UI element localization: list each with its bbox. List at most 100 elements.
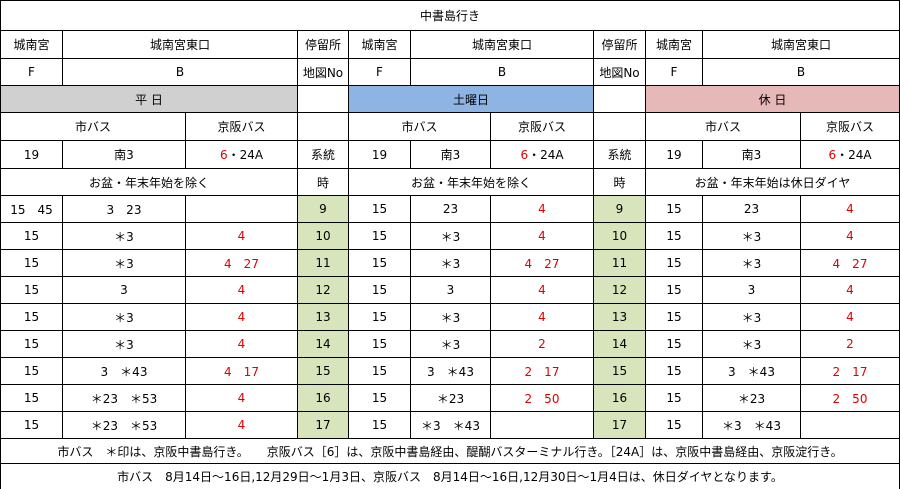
map-no: B <box>62 58 298 86</box>
departure: 4 <box>185 276 298 304</box>
departure: 3 <box>410 276 491 304</box>
map-no: B <box>410 58 594 86</box>
departure: 2 <box>490 330 594 358</box>
departure: 15 <box>348 384 411 412</box>
departure: 2 50 <box>490 384 594 412</box>
day-type: 土曜日 <box>348 85 594 113</box>
stop-name: 城南宮東口 <box>702 30 900 59</box>
departure: 4 <box>800 276 900 304</box>
departure: 15 <box>645 330 703 358</box>
departure: 15 <box>348 303 411 331</box>
departure: ＊3 <box>410 249 491 277</box>
map-no: F <box>645 58 703 86</box>
departure: 15 <box>645 411 703 439</box>
blank-cell <box>297 112 349 141</box>
departure: 15 <box>0 222 63 250</box>
departure: 4 <box>490 195 594 223</box>
row: F B 地図No F B 地図No F B <box>0 58 900 86</box>
row: 城南宮 城南宮東口 停留所 城南宮 城南宮東口 停留所 城南宮 城南宮東口 <box>0 30 900 59</box>
route: 6・24A <box>185 140 298 169</box>
departure: 15 <box>0 303 63 331</box>
departure: 15 <box>645 195 703 223</box>
departure: ＊23 ＊53 <box>62 411 186 439</box>
row: 15 ＊3 4 14 15 ＊3 2 14 15 ＊3 2 <box>0 330 900 358</box>
stop-name: 城南宮 <box>348 30 411 59</box>
route: 19 <box>348 140 411 169</box>
departure: 4 <box>185 411 298 439</box>
departure: 2 50 <box>800 384 900 412</box>
departure: ＊3 <box>702 249 801 277</box>
route: 6・24A <box>490 140 594 169</box>
hour: 14 <box>593 330 646 358</box>
operator: 京阪バス <box>800 112 900 141</box>
stop-label: 停留所 <box>593 30 646 59</box>
departure: 4 <box>800 303 900 331</box>
map-label: 地図No <box>297 58 349 86</box>
route: 南3 <box>62 140 186 169</box>
departure: 3 ＊43 <box>410 357 491 385</box>
departure: ＊3 <box>410 330 491 358</box>
departure: 15 <box>348 357 411 385</box>
departure: 3 ＊43 <box>702 357 801 385</box>
row: 15 3 ＊43 4 17 15 15 3 ＊43 2 17 15 15 3 ＊43 2 17 <box>0 357 900 385</box>
departure: 15 <box>0 276 63 304</box>
departure: ＊3 <box>702 303 801 331</box>
hour: 10 <box>593 222 646 250</box>
blank-cell <box>593 85 646 113</box>
route-part: 6 <box>219 148 228 162</box>
hour: 11 <box>593 249 646 277</box>
departure: 15 <box>348 330 411 358</box>
departure: ＊3 <box>62 330 186 358</box>
hour: 12 <box>297 276 349 304</box>
departure: 23 <box>410 195 491 223</box>
departure: 15 <box>348 276 411 304</box>
hour-label: 時 <box>593 168 646 196</box>
route: 19 <box>0 140 63 169</box>
departure: ＊3 ＊43 <box>702 411 801 439</box>
departure: ＊3 <box>410 222 491 250</box>
departure: 2 17 <box>800 357 900 385</box>
departure: 4 <box>185 303 298 331</box>
departure: 15 <box>645 249 703 277</box>
departure: 4 <box>185 330 298 358</box>
route-part: ・24A <box>836 148 872 162</box>
departure: ＊3 <box>702 330 801 358</box>
row: 15 ＊3 4 13 15 ＊3 4 13 15 ＊3 4 <box>0 303 900 331</box>
hour: 15 <box>593 357 646 385</box>
departure: 4 <box>800 222 900 250</box>
map-label: 地図No <box>593 58 646 86</box>
departure: ＊3 <box>410 303 491 331</box>
map-no: F <box>0 58 63 86</box>
departure: 15 <box>0 330 63 358</box>
hour: 13 <box>593 303 646 331</box>
note: お盆・年末年始を除く <box>0 168 298 196</box>
map-no: F <box>348 58 411 86</box>
stop-name: 城南宮東口 <box>62 30 298 59</box>
row: 15 ＊3 4 10 15 ＊3 4 10 15 ＊3 4 <box>0 222 900 250</box>
hour: 13 <box>297 303 349 331</box>
departure: 15 <box>348 411 411 439</box>
route: 南3 <box>702 140 801 169</box>
departure: 4 <box>800 195 900 223</box>
departure: ＊3 <box>62 249 186 277</box>
departure: 4 17 <box>185 357 298 385</box>
departure: 4 27 <box>185 249 298 277</box>
departure: ＊23 <box>702 384 801 412</box>
departure: 3 <box>702 276 801 304</box>
departure: 15 <box>0 357 63 385</box>
departure: 23 <box>702 195 801 223</box>
departure: ＊3 <box>62 303 186 331</box>
row: 中書島行き <box>0 0 900 31</box>
note: お盆・年末年始は休日ダイヤ <box>645 168 900 196</box>
hour: 16 <box>297 384 349 412</box>
departure: ＊3 <box>702 222 801 250</box>
operator: 市バス <box>348 112 491 141</box>
departure: 4 27 <box>800 249 900 277</box>
departure <box>490 411 594 439</box>
departure: 4 <box>185 222 298 250</box>
departure: 4 <box>490 303 594 331</box>
row: 市バス 8月14日～16日,12月29日～1月3日、京阪バス 8月14日～16日… <box>0 463 900 489</box>
departure: 3 23 <box>62 195 186 223</box>
hour: 10 <box>297 222 349 250</box>
